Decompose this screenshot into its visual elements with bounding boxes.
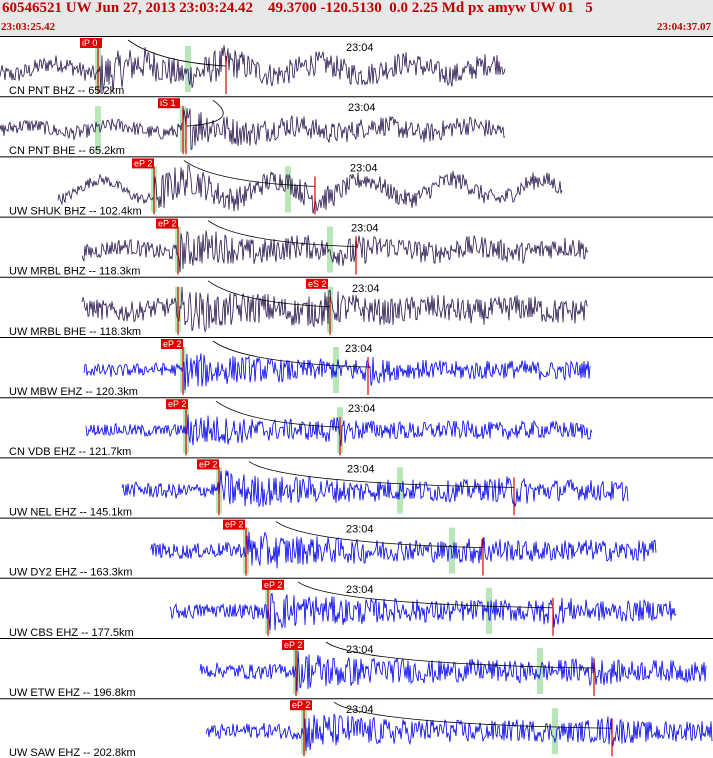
channel-row[interactable]: eP 2 23:04 UW ETW EHZ -- 196.8km	[0, 638, 713, 700]
pick-label: iP 0	[82, 38, 97, 48]
channel-row[interactable]: eP 2 23:04 CN VDB EHZ -- 121.7km	[0, 397, 713, 459]
pick-window	[397, 467, 403, 514]
coda-curve	[297, 581, 554, 609]
coda-curve	[275, 521, 484, 548]
channel-label: UW MBW EHZ -- 120.3km	[9, 386, 138, 398]
coda-curve	[212, 340, 369, 368]
channel-label: UW SHUK BHZ -- 102.4km	[9, 205, 142, 217]
waveform-trace	[121, 470, 629, 508]
pick-label: eP 2	[199, 459, 217, 469]
waveform-trace	[81, 230, 589, 272]
coda-curve	[325, 641, 595, 669]
channel-row[interactable]: eP 2 23:04 UW DY2 EHZ -- 163.3km	[0, 517, 713, 579]
seismogram-panel: iP 0 23:04 CN PNT BHZ -- 65.2km iS 1 23:04 CN…	[0, 36, 713, 758]
pick-label-box[interactable]	[166, 399, 188, 410]
time-tick-label: 23:04	[346, 704, 374, 716]
time-tick-label: 23:04	[345, 343, 373, 355]
pick-window	[486, 587, 492, 634]
pick-label: eP 2	[284, 640, 302, 650]
pick-label-box[interactable]	[306, 278, 328, 289]
channel-row[interactable]: eS 2 23:04 UW MRBL BHE -- 118.3km	[0, 276, 713, 338]
channel-row[interactable]: eP 2 23:04 UW SAW EHZ -- 202.8km	[0, 698, 713, 758]
coda-curve	[248, 461, 515, 488]
coda-curve	[185, 99, 224, 127]
channel-label: UW DY2 EHZ -- 163.3km	[9, 567, 132, 579]
pick-label: eP 2	[158, 219, 176, 229]
pick-window	[95, 106, 101, 153]
time-tick-label: 23:04	[352, 283, 380, 295]
coda-curve	[333, 701, 613, 729]
pick-label: eP 2	[134, 158, 152, 168]
pick-label-box[interactable]	[197, 459, 219, 470]
channel-row[interactable]: iS 1 23:04 CN PNT BHE -- 65.2km	[0, 96, 713, 158]
pick-label-box[interactable]	[158, 98, 180, 109]
pick-window	[333, 347, 339, 393]
waveform-trace	[149, 531, 657, 569]
pick-label-box[interactable]	[80, 38, 102, 48]
pick-label-box[interactable]	[161, 339, 183, 349]
channel-label: UW CBS EHZ -- 177.5km	[9, 627, 134, 639]
pick-label-box[interactable]	[282, 640, 304, 650]
pick-window	[185, 46, 191, 92]
time-tick-label: 23:04	[346, 524, 374, 536]
pick-window	[449, 527, 455, 574]
channel-label: UW NEL EHZ -- 145.1km	[9, 506, 132, 518]
waveform-trace	[57, 164, 563, 214]
channel-row[interactable]: eP 2 23:04 UW SHUK BHZ -- 102.4km	[0, 156, 713, 218]
pick-label-box[interactable]	[223, 519, 245, 530]
waveform-trace	[0, 108, 506, 150]
coda-curve	[127, 39, 227, 67]
waveform-trace	[169, 592, 677, 631]
event-header: 60546521 UW Jun 27, 2013 23:03:24.42 49.…	[0, 0, 713, 36]
pick-label-box[interactable]	[290, 700, 312, 711]
pick-window	[537, 648, 543, 694]
channel-row[interactable]: eP 2 23:04 UW MBW EHZ -- 120.3km	[0, 337, 713, 399]
channel-row[interactable]: eP 2 23:04 UW MRBL BHZ -- 118.3km	[0, 216, 713, 278]
time-tick-label: 23:04	[347, 463, 375, 475]
channel-row[interactable]: eP 2 23:04 UW CBS EHZ -- 177.5km	[0, 577, 713, 639]
pick-window	[285, 166, 291, 213]
time-tick-label: 23:04	[346, 584, 374, 596]
pick-label: eP 2	[163, 339, 181, 349]
pick-label: eS 2	[308, 279, 327, 289]
pick-label-box[interactable]	[156, 218, 178, 229]
coda-curve	[207, 220, 357, 247]
coda-curve	[183, 160, 316, 187]
pick-label-box[interactable]	[262, 579, 284, 590]
coda-curve	[215, 400, 341, 428]
waveform-trace	[0, 45, 506, 94]
channel-label: CN VDB EHZ -- 121.7km	[9, 446, 131, 458]
time-tick-label: 23:04	[348, 102, 376, 114]
time-tick-label: 23:04	[351, 223, 379, 235]
pick-label-box[interactable]	[132, 158, 154, 169]
pick-label: iS 1	[160, 98, 176, 108]
pick-label: eP 2	[225, 520, 243, 530]
waveform-trace	[85, 414, 593, 446]
time-tick-label: 23:04	[346, 42, 374, 54]
time-tick-label: 23:04	[348, 403, 376, 415]
time-tick-label: 23:04	[346, 644, 374, 656]
pick-label: eP 2	[264, 580, 282, 590]
pick-label: eP 2	[292, 700, 310, 710]
channel-label: CN PNT BHE -- 65.2km	[9, 145, 125, 157]
time-tick-label: 23:04	[350, 162, 378, 174]
channel-row[interactable]: eP 2 23:04 UW NEL EHZ -- 145.1km	[0, 457, 713, 519]
start-time: 23:03:25.42	[1, 21, 56, 33]
waveform-trace	[81, 286, 589, 333]
channel-label: UW MRBL BHZ -- 118.3km	[9, 266, 140, 278]
channel-label: CN PNT BHZ -- 65.2km	[9, 85, 124, 97]
end-time: 23:04:37.07	[656, 21, 711, 33]
coda-curve	[207, 280, 331, 308]
channel-row[interactable]: iP 0 23:04 CN PNT BHZ -- 65.2km	[0, 36, 713, 98]
channel-label: UW ETW EHZ -- 196.8km	[9, 687, 136, 699]
pick-label: eP 2	[168, 399, 186, 409]
pick-window	[552, 708, 558, 755]
event-title: 60546521 UW Jun 27, 2013 23:03:24.42 49.…	[2, 0, 593, 16]
waveform-trace	[205, 713, 713, 751]
waveform-trace	[199, 650, 707, 692]
channel-label: UW SAW EHZ -- 202.8km	[9, 747, 136, 758]
channel-label: UW MRBL BHE -- 118.3km	[9, 326, 141, 338]
